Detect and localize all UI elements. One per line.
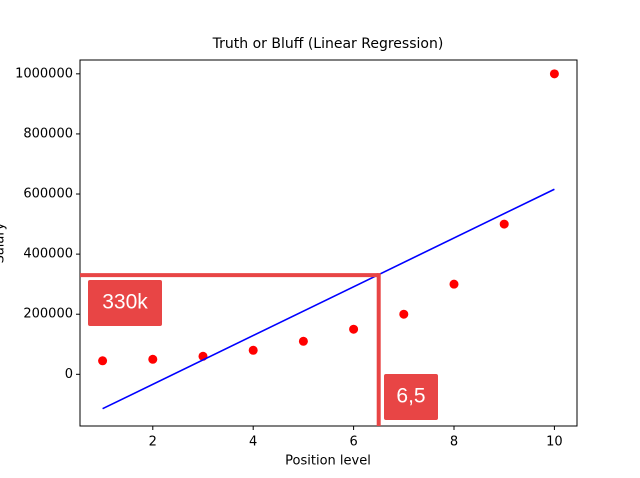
data-point: [248, 345, 258, 355]
x-tick-label: 8: [450, 435, 458, 450]
data-point: [449, 279, 459, 289]
guide-y-label: 330k: [102, 291, 148, 314]
y-tick-label: 400000: [23, 247, 73, 262]
y-tick-label: 800000: [23, 126, 73, 141]
data-point: [499, 219, 509, 229]
label-box: [384, 374, 438, 420]
data-point: [148, 354, 158, 364]
data-point: [399, 309, 409, 319]
x-tick-label: 2: [149, 435, 157, 450]
y-tick-label: 1000000: [15, 66, 73, 81]
data-point: [349, 324, 359, 334]
x-tick-label: 10: [546, 435, 563, 450]
x-tick-label: 6: [349, 435, 357, 450]
chart-title: Truth or Bluff (Linear Regression): [212, 36, 444, 52]
y-axis-label: Salary: [0, 222, 8, 263]
y-tick-label: 600000: [23, 187, 73, 202]
data-point: [549, 69, 559, 79]
x-tick-label: 4: [249, 435, 257, 450]
label-box: [88, 280, 162, 326]
x-axis-label: Position level: [285, 454, 371, 469]
y-tick-label: 200000: [23, 307, 73, 322]
plot-frame: [79, 59, 578, 427]
data-point: [298, 336, 308, 346]
guide-x-label: 6,5: [396, 385, 425, 408]
y-tick-label: 0: [65, 367, 73, 382]
data-point: [98, 356, 108, 366]
regression-line: [102, 188, 555, 410]
